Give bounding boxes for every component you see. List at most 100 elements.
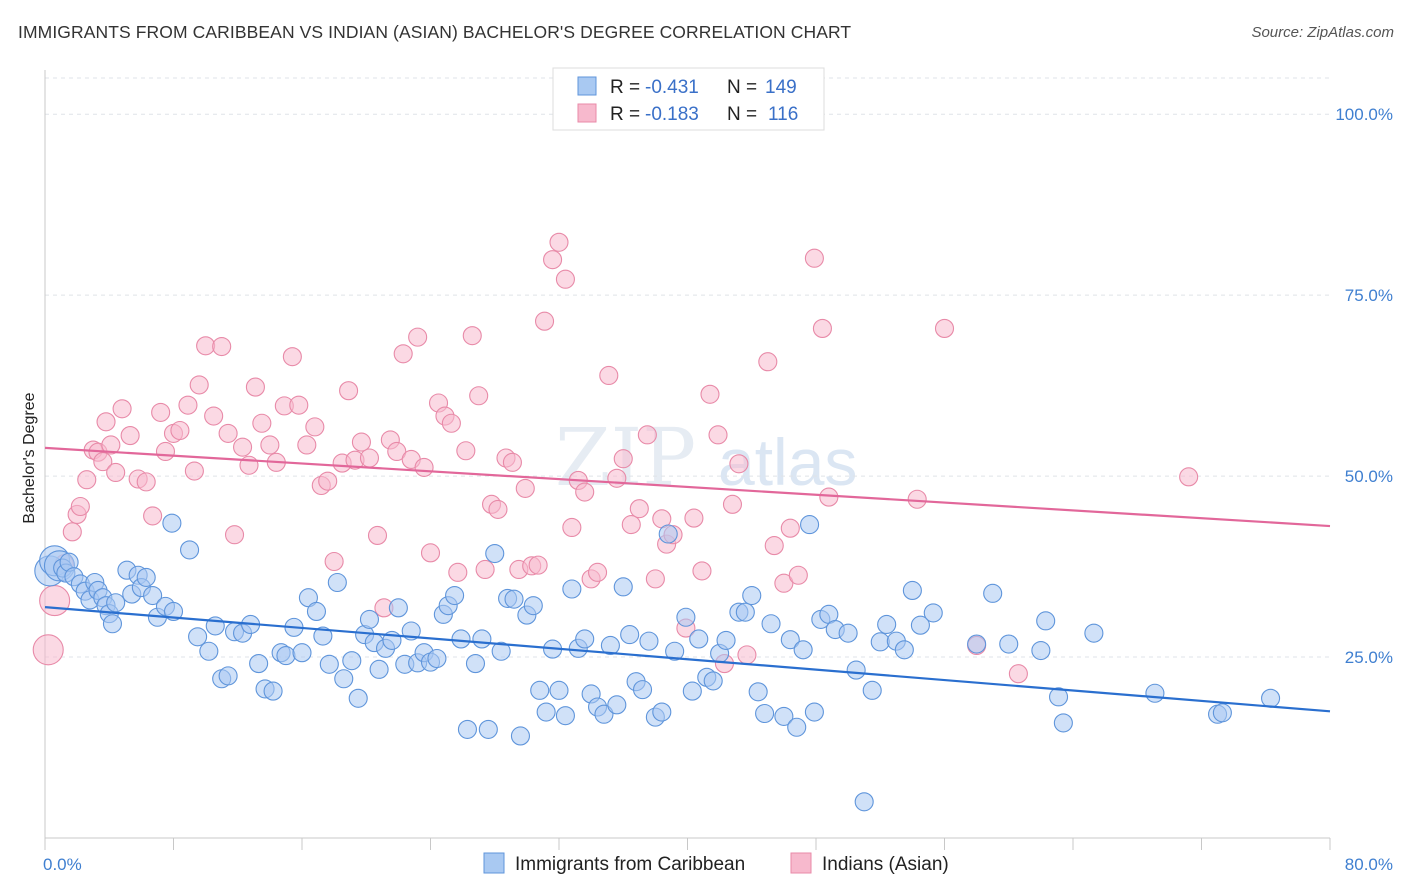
indian-point-39 bbox=[297, 435, 317, 455]
indian-point-53 bbox=[393, 344, 413, 364]
caribbean-point-79 bbox=[530, 680, 550, 700]
caribbean-point-27 bbox=[180, 540, 200, 560]
series-indians-asian bbox=[32, 232, 1199, 684]
caribbean-point-99 bbox=[658, 524, 678, 544]
legend-swatch-blue bbox=[577, 76, 597, 96]
legend-n-value-2: 116 bbox=[768, 104, 798, 125]
trend-line-immigrants-from-caribbean bbox=[44, 606, 1331, 713]
x-tick-label-start: 0.0% bbox=[43, 855, 82, 874]
caribbean-point-57 bbox=[388, 598, 408, 618]
legend-n-label-2: N = bbox=[727, 104, 757, 125]
caribbean-point-25 bbox=[163, 601, 184, 621]
caribbean-point-103 bbox=[689, 629, 709, 649]
bottom-legend-swatch-blue bbox=[483, 852, 505, 874]
indian-point-74 bbox=[534, 311, 555, 331]
caribbean-point-123 bbox=[838, 623, 858, 643]
indian-point-60 bbox=[441, 413, 461, 433]
indian-point-110 bbox=[907, 489, 927, 509]
caribbean-point-66 bbox=[445, 585, 465, 606]
legend-r-label-2: R = bbox=[610, 104, 640, 125]
caribbean-point-125 bbox=[854, 792, 874, 812]
caribbean-point-48 bbox=[334, 669, 354, 689]
indian-point-57 bbox=[420, 543, 441, 563]
axes bbox=[44, 70, 1331, 850]
caribbean-point-117 bbox=[793, 640, 813, 660]
indian-point-56 bbox=[414, 457, 434, 477]
caribbean-point-68 bbox=[457, 719, 477, 739]
indian-point-61 bbox=[448, 562, 468, 582]
indian-point-21 bbox=[170, 420, 190, 441]
legend-r-value-1: -0.431 bbox=[645, 77, 699, 98]
caribbean-point-86 bbox=[575, 629, 595, 649]
caribbean-point-109 bbox=[735, 602, 755, 622]
indian-point-14 bbox=[120, 426, 140, 446]
caribbean-point-82 bbox=[549, 680, 569, 700]
caribbean-point-75 bbox=[504, 589, 524, 609]
indian-point-22 bbox=[178, 395, 198, 415]
indian-point-10 bbox=[96, 412, 116, 432]
indian-point-108 bbox=[812, 318, 832, 338]
caribbean-point-45 bbox=[313, 626, 333, 646]
indian-point-33 bbox=[252, 413, 272, 433]
caribbean-point-111 bbox=[748, 682, 768, 702]
stats-legend-box bbox=[552, 67, 825, 131]
caribbean-point-21 bbox=[136, 567, 156, 587]
indian-point-16 bbox=[136, 472, 156, 492]
caribbean-point-15 bbox=[102, 614, 123, 634]
caribbean-point-130 bbox=[894, 640, 914, 660]
indian-point-88 bbox=[637, 425, 657, 445]
caribbean-point-140 bbox=[1053, 713, 1073, 733]
caribbean-point-26 bbox=[162, 513, 182, 533]
indian-point-42 bbox=[318, 471, 338, 491]
indian-point-86 bbox=[621, 515, 641, 535]
caribbean-point-49 bbox=[342, 651, 362, 671]
caribbean-point-38 bbox=[263, 681, 283, 701]
caribbean-point-101 bbox=[676, 607, 696, 627]
caribbean-point-47 bbox=[327, 572, 347, 593]
caribbean-point-42 bbox=[292, 643, 312, 663]
caribbean-point-28 bbox=[188, 627, 208, 647]
indian-point-40 bbox=[305, 417, 325, 437]
indian-point-32 bbox=[245, 377, 265, 397]
caribbean-point-98 bbox=[652, 702, 672, 722]
caribbean-point-40 bbox=[276, 646, 296, 666]
caribbean-point-93 bbox=[620, 625, 640, 645]
caribbean-point-145 bbox=[1261, 688, 1281, 708]
caribbean-point-102 bbox=[682, 681, 702, 701]
bottom-legend-swatch-pink bbox=[790, 852, 812, 874]
indian-point-113 bbox=[1008, 664, 1028, 684]
indian-point-43 bbox=[324, 551, 344, 572]
caribbean-point-83 bbox=[555, 706, 575, 726]
caribbean-point-92 bbox=[613, 577, 633, 597]
chart-title: IMMIGRANTS FROM CARIBBEAN VS INDIAN (ASI… bbox=[18, 22, 852, 42]
indian-point-19 bbox=[155, 441, 176, 462]
legend-r-label-1: R = bbox=[610, 77, 640, 98]
indian-point-23 bbox=[184, 461, 204, 481]
indian-point-109 bbox=[819, 487, 839, 507]
legend-r-value-2: -0.183 bbox=[645, 104, 699, 125]
tick-labels: 25.0% 50.0% 75.0% 100.0% 0.0% 80.0% bbox=[43, 105, 1393, 874]
indian-point-97 bbox=[708, 425, 728, 445]
caribbean-point-144 bbox=[1212, 703, 1232, 723]
y-tick-label-1: 50.0% bbox=[1345, 467, 1393, 486]
indian-point-77 bbox=[555, 269, 575, 289]
indian-point-82 bbox=[587, 562, 608, 582]
y-tick-label-3: 100.0% bbox=[1335, 105, 1393, 124]
caribbean-point-132 bbox=[910, 615, 930, 635]
indian-point-13 bbox=[112, 399, 132, 419]
indian-point-76 bbox=[549, 232, 569, 252]
caribbean-point-84 bbox=[562, 579, 582, 599]
indian-point-30 bbox=[233, 437, 253, 457]
stats-legend: R = -0.431 N = 149 R = -0.183 N = 116 bbox=[552, 67, 825, 131]
caribbean-point-80 bbox=[536, 702, 556, 722]
indian-point-87 bbox=[629, 499, 649, 519]
indian-point-84 bbox=[607, 468, 627, 488]
caribbean-point-89 bbox=[594, 704, 614, 724]
indian-point-62 bbox=[456, 441, 476, 461]
series-immigrants-from-caribbean bbox=[34, 513, 1281, 812]
indian-point-18 bbox=[151, 402, 171, 422]
caribbean-point-119 bbox=[804, 702, 824, 722]
indian-point-28 bbox=[218, 423, 238, 443]
legend-n-value-1: 149 bbox=[765, 77, 797, 98]
